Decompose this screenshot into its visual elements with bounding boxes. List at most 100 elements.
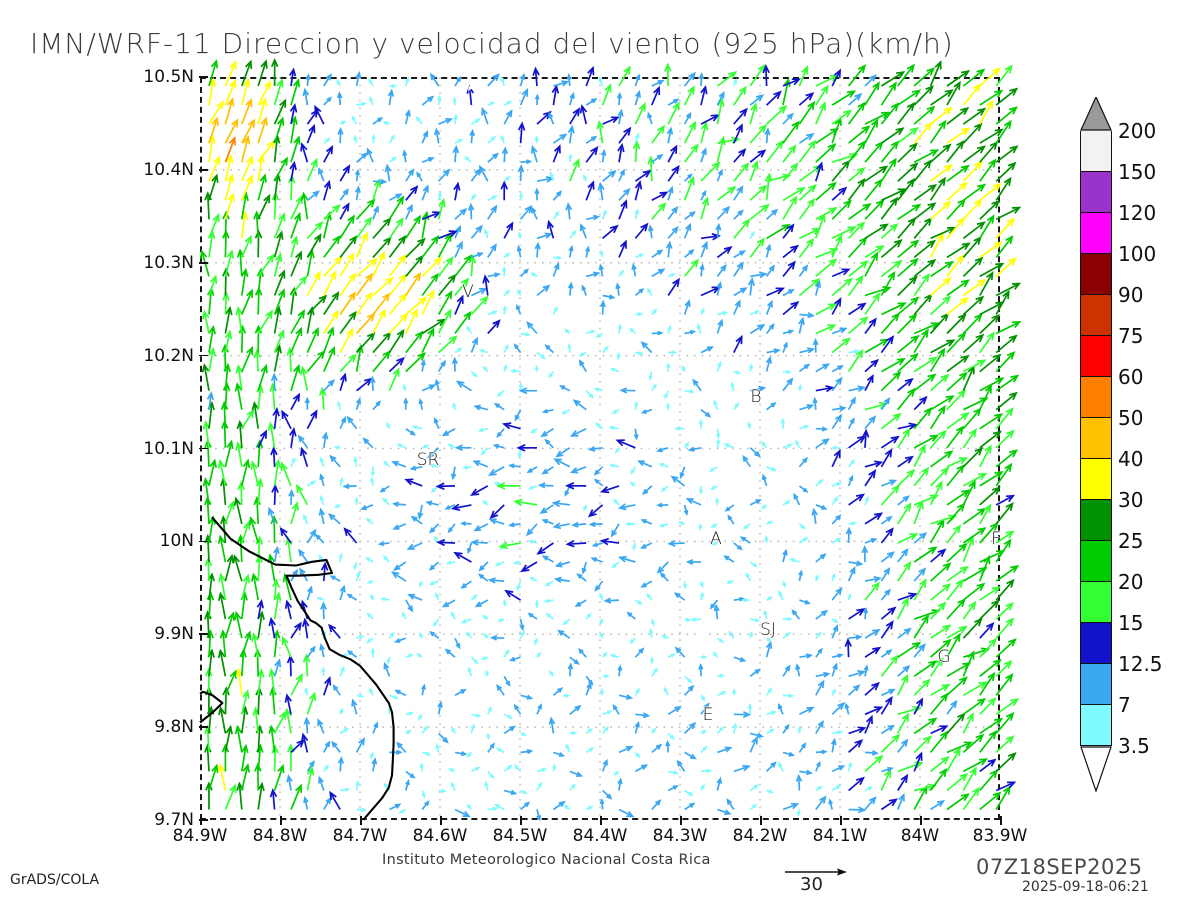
wind-arrow (650, 708, 655, 715)
wind-arrow (551, 714, 556, 721)
colorbar-cell[interactable] (1080, 705, 1112, 746)
wind-arrow (599, 592, 604, 601)
wind-arrow (660, 485, 669, 493)
colorbar-cell[interactable] (1080, 295, 1112, 336)
wind-arrow (641, 485, 653, 496)
colorbar-cell[interactable] (1080, 459, 1112, 500)
place-label-b: B (750, 387, 762, 408)
wind-arrow (452, 676, 458, 683)
colorbar-tick-label: 20 (1118, 570, 1144, 594)
wind-arrow (342, 483, 357, 490)
wind-arrow (798, 690, 804, 696)
x-tick-label: 83.9W (972, 826, 1028, 846)
colorbar-cell[interactable] (1080, 418, 1112, 459)
wind-arrow (946, 524, 962, 544)
wind-arrow (848, 806, 867, 814)
wind-arrow (625, 521, 636, 527)
wind-arrow (830, 737, 837, 753)
wind-arrow (257, 781, 265, 810)
colorbar-cell[interactable] (1080, 500, 1112, 541)
wind-arrow (421, 675, 428, 681)
wind-arrow (777, 654, 784, 659)
coastline-segment (211, 516, 395, 821)
wind-arrow (848, 607, 866, 620)
wind-arrow (233, 610, 243, 639)
wind-arrow (832, 653, 844, 659)
wind-arrow (329, 454, 341, 468)
wind-arrow (513, 764, 522, 772)
wind-arrow (782, 580, 787, 589)
wind-arrow (742, 523, 751, 530)
colorbar-cell[interactable] (1080, 254, 1112, 295)
wind-arrow (629, 578, 636, 583)
wind-arrow (466, 691, 472, 696)
wind-arrow (594, 580, 604, 592)
wind-arrow (739, 536, 751, 544)
wind-arrow (565, 743, 571, 753)
wind-arrow (319, 643, 325, 658)
wind-arrow (930, 756, 950, 773)
colorbar-cell[interactable] (1080, 541, 1112, 582)
colorbar-cell[interactable] (1080, 582, 1112, 623)
wind-arrow (766, 710, 777, 716)
colorbar-cell[interactable] (1080, 377, 1112, 418)
wind-arrow (782, 723, 790, 734)
wind-arrow (527, 485, 538, 490)
wind-arrow (306, 528, 317, 544)
wind-arrow (782, 616, 793, 622)
wind-arrow (369, 687, 374, 696)
colorbar-cell[interactable] (1080, 623, 1112, 664)
wind-arrow (766, 675, 772, 680)
wind-arrow (580, 712, 587, 717)
place-label-sr: SR (416, 449, 440, 470)
wind-arrow (690, 617, 702, 622)
wind-arrow (205, 781, 213, 810)
wind-arrow (240, 630, 252, 658)
wind-arrow (444, 648, 456, 658)
wind-arrow (717, 673, 726, 679)
wind-arrow (661, 635, 669, 640)
wind-arrow (864, 575, 882, 583)
colorbar-cell[interactable] (1080, 336, 1112, 377)
wind-arrow (370, 466, 375, 477)
wind-arrow (848, 493, 865, 506)
wind-arrow (763, 609, 768, 620)
wind-arrow (844, 702, 850, 715)
wind-arrow (322, 676, 332, 696)
wind-arrow (370, 593, 375, 601)
colorbar-cell[interactable] (1080, 131, 1112, 172)
wind-arrow (438, 788, 447, 794)
wind-arrow (815, 713, 822, 718)
wind-arrow (698, 662, 704, 677)
wind-arrow (881, 688, 896, 697)
wind-arrow (279, 527, 292, 544)
colorbar-tick-label: 75 (1118, 324, 1144, 348)
wind-arrow (651, 769, 658, 774)
wind-arrow (815, 597, 823, 603)
colorbar-cell[interactable] (1080, 172, 1112, 213)
wind-arrow (815, 609, 829, 620)
colorbar-cell[interactable] (1080, 213, 1112, 254)
y-tick-mark (199, 169, 208, 171)
wind-arrow (419, 632, 424, 639)
wind-arrow (930, 638, 952, 658)
wind-arrow (725, 579, 735, 585)
speed-colorbar[interactable]: 200 150 120 100 90 75 60 50 40 30 25 20 15 12.5 7 3.5 (1080, 97, 1163, 792)
wind-arrow (831, 537, 842, 544)
wind-arrow (630, 466, 637, 475)
wind-arrow (472, 460, 489, 468)
wind-arrow (503, 713, 514, 719)
x-tick-label: 84.8W (252, 826, 308, 846)
colorbar-cell[interactable] (1080, 664, 1112, 705)
wind-arrow (782, 693, 795, 698)
wind-arrow (548, 716, 556, 734)
wind-arrow (782, 785, 788, 792)
map-plot-area[interactable]: V B SR A F SJ G E (199, 57, 1022, 822)
wind-arrow (553, 576, 570, 583)
wind-arrow (599, 618, 604, 626)
wind-arrow (667, 653, 677, 658)
colorbar-tick-label: 90 (1118, 283, 1144, 307)
wind-arrow (646, 592, 653, 601)
wind-arrow (682, 581, 688, 590)
colorbar-tick-label: 7 (1118, 693, 1131, 717)
